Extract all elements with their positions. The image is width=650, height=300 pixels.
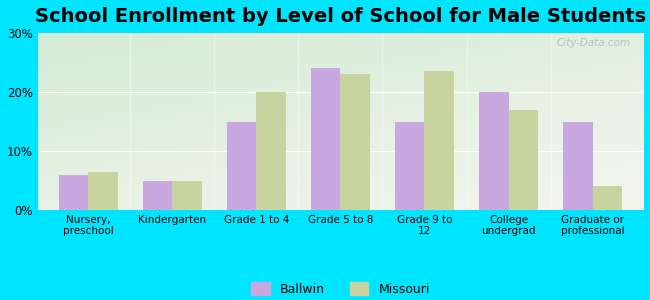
Bar xyxy=(479,92,508,210)
Bar xyxy=(172,181,202,210)
Bar xyxy=(424,71,454,210)
Bar xyxy=(58,175,88,210)
Title: School Enrollment by Level of School for Male Students: School Enrollment by Level of School for… xyxy=(35,7,646,26)
Bar xyxy=(395,122,424,210)
Legend: Ballwin, Missouri: Ballwin, Missouri xyxy=(251,282,430,296)
Bar xyxy=(143,181,172,210)
Bar xyxy=(227,122,256,210)
Bar xyxy=(563,122,593,210)
Bar xyxy=(256,92,286,210)
Bar xyxy=(311,68,341,210)
Bar xyxy=(593,186,622,210)
Bar xyxy=(508,110,538,210)
Text: City-Data.com: City-Data.com xyxy=(557,38,631,48)
Bar xyxy=(88,172,118,210)
Bar xyxy=(341,74,370,210)
